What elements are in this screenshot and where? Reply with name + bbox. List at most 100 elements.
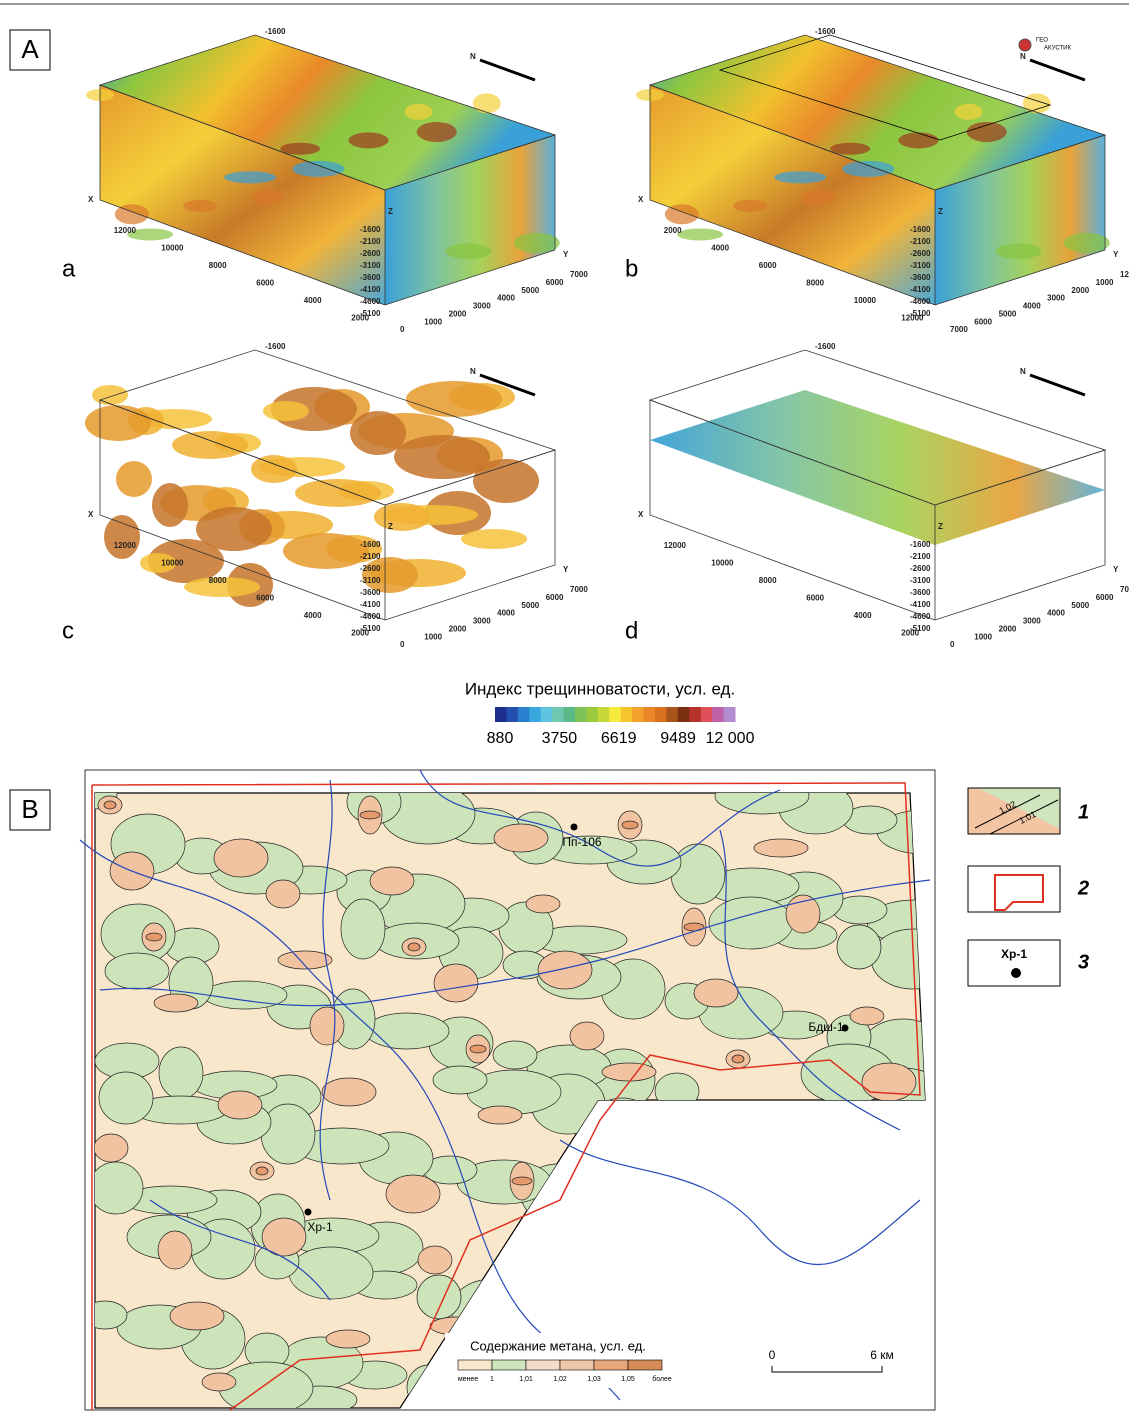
y-tick-label: 1000 [424,632,442,641]
low-contour [433,1066,487,1094]
north-arrow [1030,60,1085,80]
high-contour [218,1091,262,1119]
high-contour [570,1022,604,1050]
colorbar-swatch [518,707,530,722]
methane-legend-label: 1,05 [621,1376,635,1383]
high-contour [170,1302,224,1330]
x-tick-label: 8000 [209,576,227,585]
top-label: -1600 [265,27,286,36]
methane-legend-label: более [652,1375,672,1383]
y-tick-label: 1000 [974,632,992,641]
high-contour [418,1246,452,1274]
colorbar-swatch [575,707,587,722]
block-texture [898,132,938,148]
high-contour [370,867,414,895]
logo-icon [1019,39,1031,51]
low-contour [105,953,169,989]
scale-label: 6 км [870,1348,894,1362]
y-tick-label: 2000 [1071,286,1089,295]
low-contour [99,1072,153,1124]
x-tick-label: 2000 [351,313,369,322]
low-contour [289,1247,373,1299]
x-tick-label: 4000 [304,611,322,620]
high-contour [94,1134,128,1162]
z-tick-label: -3100 [910,261,931,270]
z-tick-label: -1600 [910,225,931,234]
low-contour [159,1047,203,1099]
isosurface [172,431,248,459]
x-tick-label: 6000 [256,278,274,287]
axis-label: X [88,195,94,204]
colorbar-swatch [666,707,678,722]
block-texture [1064,233,1110,253]
x-tick-label: 6000 [256,593,274,602]
low-contour [261,1104,315,1164]
z-tick-label: -3600 [360,588,381,597]
high-contour [786,895,820,933]
isosurface [295,479,381,507]
high-contour [202,1373,236,1391]
panel-label: B [21,794,38,824]
north-arrow [480,60,535,80]
block-texture [292,161,344,177]
z-tick-label: -4600 [360,612,381,621]
block-texture [183,200,217,212]
low-contour [341,899,385,959]
y-tick-label: 5000 [999,309,1017,318]
isosurface [152,483,188,527]
axis-label: Y [563,565,569,574]
block-texture [405,104,433,120]
block-texture [996,243,1042,259]
y-tick-label: 7000 [950,325,968,334]
isosurface [116,461,152,497]
isosurface [85,405,151,441]
well-label: Пп-106 [562,835,601,849]
colorbar-tick-label: 12 000 [706,730,755,747]
block-texture [251,189,285,205]
isosurface [406,381,502,417]
colorbar-swatch [495,707,507,722]
z-tick-label: -1600 [360,540,381,549]
north-label: N [470,52,476,61]
peak-contour [146,933,162,941]
block-texture [842,161,894,177]
axis-label: Y [1113,250,1119,259]
colorbar-swatch [724,707,736,722]
isosurface [104,515,140,559]
low-contour [365,1013,449,1049]
block-texture [224,171,276,183]
colorbar-swatch [701,707,713,722]
axis-label: X [638,510,644,519]
block-texture [348,132,388,148]
z-tick-label: -4600 [360,297,381,306]
z-tick-label: -3600 [910,588,931,597]
colorbar-swatch [506,707,518,722]
legend-box [968,866,1060,912]
y-tick-label: 12000 [1120,270,1129,279]
well [571,824,578,831]
subpanel-label: a [62,255,76,282]
z-tick-label: -2100 [360,552,381,561]
z-tick-label: -1600 [910,540,931,549]
x-tick-label: 8000 [209,261,227,270]
x-tick-label: 6000 [806,593,824,602]
low-contour [671,844,725,904]
peak-contour [256,1167,268,1175]
isosurface [394,435,490,479]
y-tick-label: 4000 [497,294,515,303]
x-tick-label: 10000 [161,243,184,252]
peak-contour [512,1177,532,1185]
axis-label: Y [563,250,569,259]
x-tick-label: 10000 [161,558,184,567]
y-tick-label: 5000 [1071,601,1089,610]
z-tick-label: -4600 [910,612,931,621]
y-tick-label: 2000 [999,624,1017,633]
y-tick-label: 3000 [473,617,491,626]
legend-number: 1 [1078,801,1089,823]
y-tick-label: 1000 [424,317,442,326]
z-tick-label: -3100 [910,576,931,585]
isosurface [350,411,406,455]
y-tick-label: 6000 [546,278,564,287]
low-contour [837,925,881,969]
high-contour [602,1063,656,1081]
